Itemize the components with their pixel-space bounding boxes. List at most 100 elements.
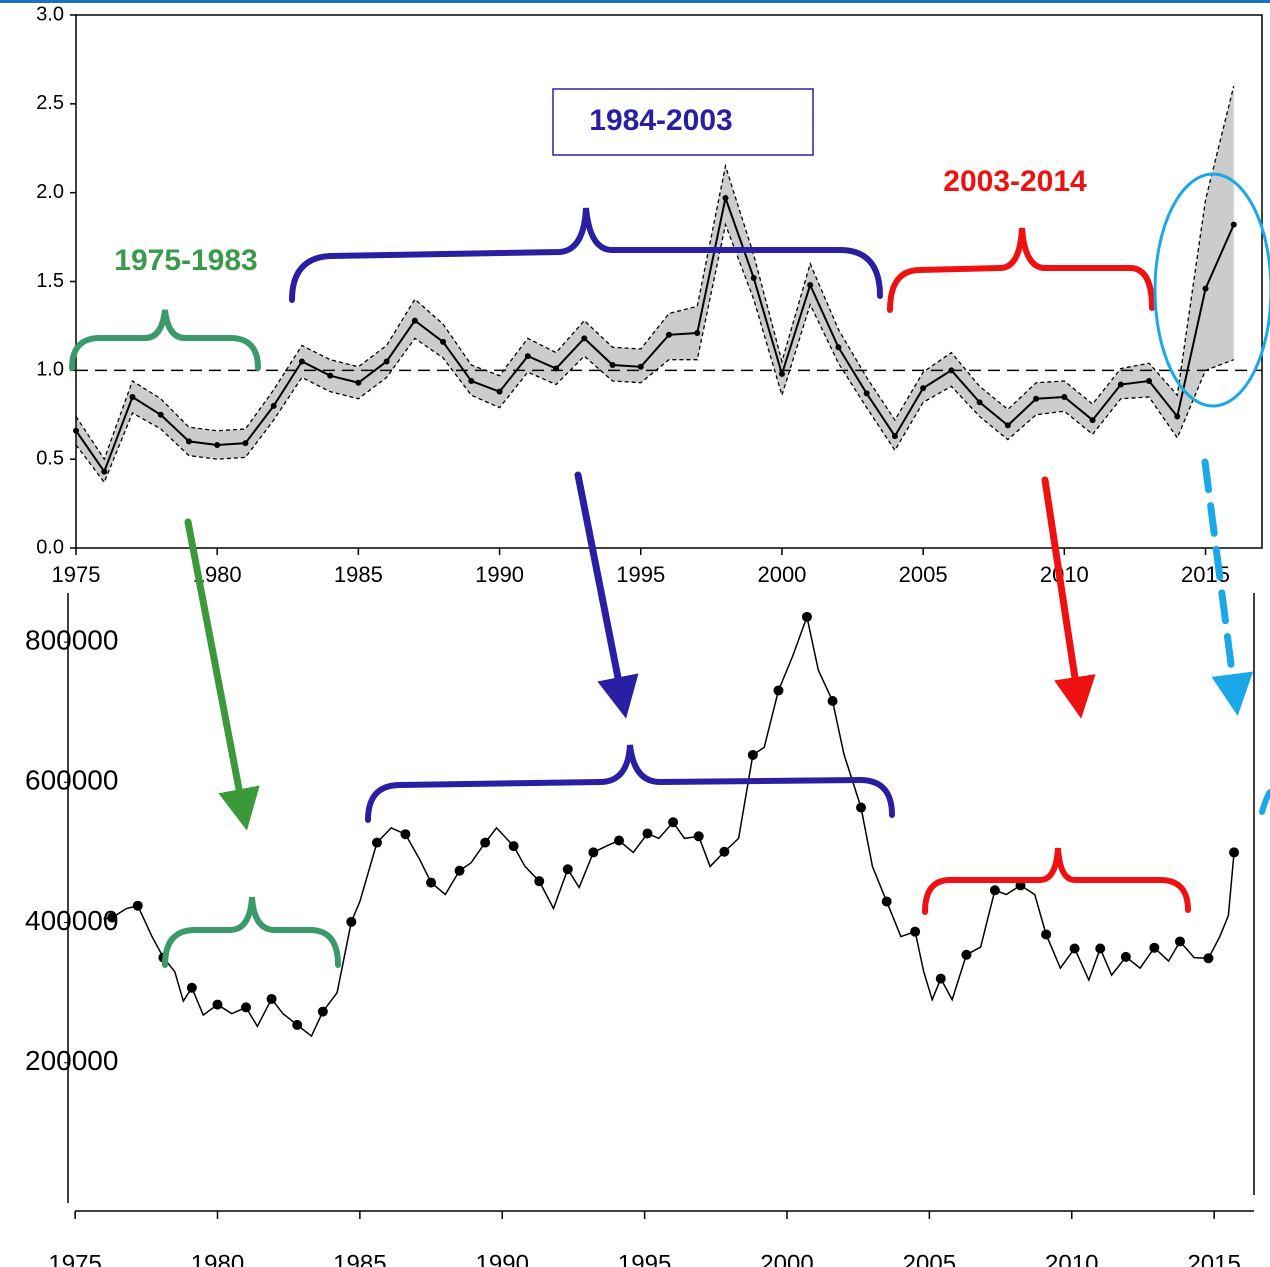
highlight-ellipse — [1153, 172, 1270, 408]
x-tick-label: 2005 — [903, 1250, 956, 1267]
brace — [162, 896, 341, 968]
brace — [1259, 789, 1270, 815]
point — [371, 837, 382, 848]
x-tick-label: 1975 — [48, 1250, 101, 1267]
point — [1069, 943, 1080, 954]
brace — [922, 847, 1191, 915]
point — [778, 370, 785, 377]
line — [75, 194, 1235, 474]
point — [292, 1019, 303, 1030]
top-stripe — [0, 0, 1270, 3]
point — [693, 831, 704, 842]
point — [496, 388, 503, 395]
overlay — [69, 88, 1270, 968]
point — [454, 865, 465, 876]
point — [317, 1006, 328, 1017]
point — [856, 802, 867, 813]
point — [1229, 847, 1240, 858]
point — [212, 999, 223, 1010]
point — [1146, 377, 1153, 384]
point — [266, 993, 277, 1004]
point — [642, 828, 653, 839]
point — [107, 912, 118, 923]
y-tick-label: 2.5 — [36, 92, 64, 114]
point — [666, 331, 672, 338]
point — [186, 982, 197, 993]
point — [920, 385, 927, 392]
brace — [289, 207, 883, 303]
point — [411, 317, 418, 324]
point — [1061, 393, 1068, 400]
point — [581, 335, 588, 342]
x-tick-label: 1995 — [616, 562, 665, 587]
point — [881, 896, 892, 907]
point — [637, 363, 644, 370]
point — [1095, 943, 1106, 954]
annotation: 2003-2014 — [943, 165, 1087, 198]
point — [891, 433, 898, 440]
point — [440, 338, 447, 345]
y-tick-label: 400000 — [25, 905, 118, 936]
annotation-box — [552, 88, 814, 156]
line — [103, 614, 1235, 1038]
point — [346, 916, 357, 927]
point — [1202, 285, 1209, 292]
point — [722, 194, 729, 201]
x-tick-label: 1975 — [52, 562, 101, 587]
x-tick-label: 2010 — [1040, 562, 1089, 587]
point — [1004, 422, 1011, 429]
point — [827, 695, 838, 706]
point — [613, 835, 624, 846]
point — [157, 411, 164, 418]
point — [240, 1002, 251, 1013]
y-tick-label: 600000 — [25, 765, 118, 796]
point — [480, 837, 491, 848]
point — [327, 372, 334, 379]
point — [835, 344, 842, 351]
point — [989, 885, 1000, 896]
point — [508, 841, 519, 852]
point — [1117, 381, 1124, 388]
y-tick-label: 800000 — [25, 624, 118, 655]
point — [1203, 953, 1214, 964]
x-tick-label: 2000 — [760, 1250, 813, 1267]
point — [1041, 929, 1052, 940]
brace — [365, 744, 895, 823]
point — [1174, 413, 1181, 420]
point — [101, 468, 108, 475]
x-tick-label: 2010 — [1045, 1250, 1098, 1267]
brace — [69, 309, 261, 371]
point — [1230, 221, 1237, 228]
x-tick-label: 1990 — [475, 562, 524, 587]
point — [553, 365, 560, 372]
arrow — [1201, 458, 1254, 716]
point — [534, 876, 545, 887]
x-tick-label: 1995 — [618, 1250, 671, 1267]
band-edge — [75, 85, 1235, 461]
point — [355, 379, 362, 386]
point — [1089, 417, 1096, 424]
y-tick-label: 3.0 — [36, 3, 64, 25]
point — [694, 330, 701, 337]
x-tick-label: 1980 — [191, 1250, 244, 1267]
y-tick-label: 1.5 — [36, 270, 64, 292]
point — [961, 949, 972, 960]
point — [935, 973, 946, 984]
x-tick-label: 1985 — [334, 562, 383, 587]
x-tick-label: 2015 — [1187, 1250, 1240, 1267]
point — [773, 685, 784, 696]
point — [1120, 951, 1131, 962]
y-tick-label: 2.0 — [36, 181, 64, 203]
point — [562, 864, 573, 875]
y-tick-label: 1.0 — [36, 359, 64, 381]
annotation: 1984-2003 — [589, 104, 732, 137]
x-tick-label: 2000 — [757, 562, 806, 587]
point — [863, 390, 870, 397]
point — [426, 877, 437, 888]
point — [383, 358, 390, 365]
x-tick-label: 1985 — [333, 1250, 386, 1267]
y-tick-label: 200000 — [25, 1045, 118, 1076]
